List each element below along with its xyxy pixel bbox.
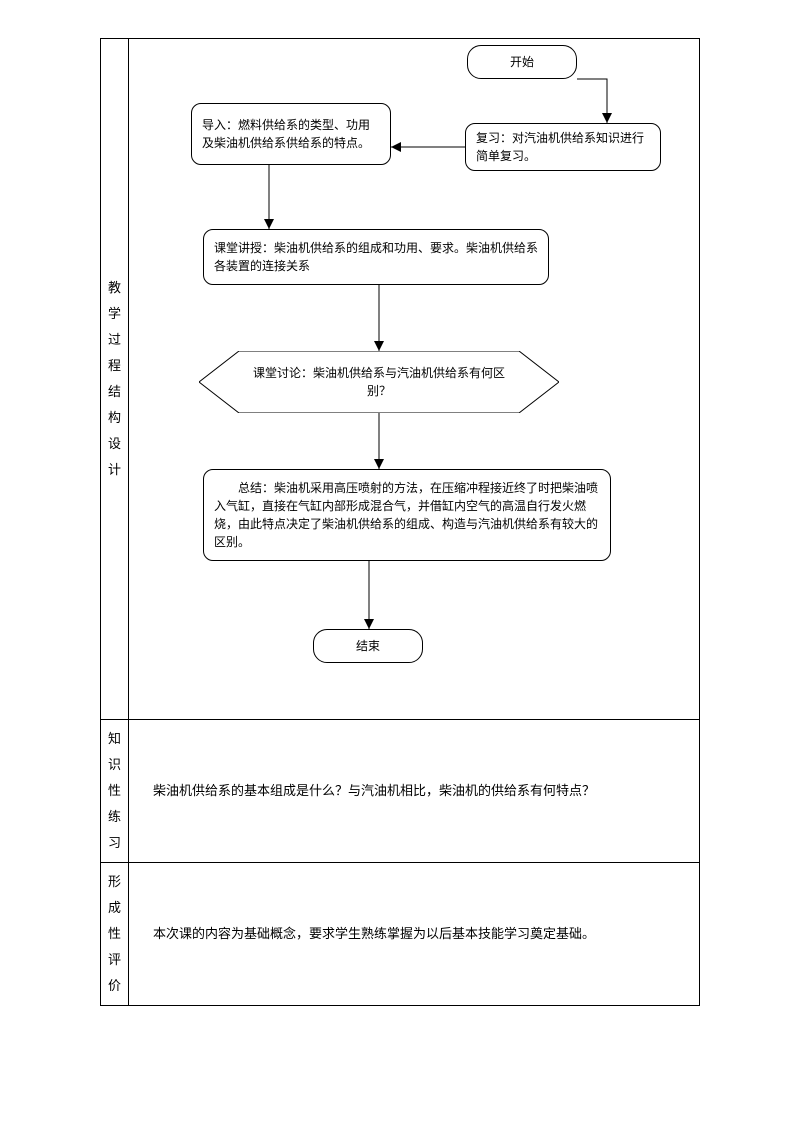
flow-node-text: 开始 [510,53,534,71]
flow-node-start: 开始 [467,45,577,79]
flowchart-cell: 开始复习：对汽油机供给系知识进行简单复习。 导入：燃料供给系的类型、功用及柴油机供… [129,39,700,720]
flow-node-review: 复习：对汽油机供给系知识进行简单复习。 [465,123,661,171]
flow-node-text: 课堂讨论：柴油机供给系与汽油机供给系有何区别？ [199,351,559,413]
lesson-plan-table: 教 学 过 程 结 构 设 计 开始复习：对汽油机供给系知识进行简单复习。 导入：… [100,38,700,1006]
evaluation-text: 本次课的内容为基础概念，要求学生熟练掌握为以后基本技能学习奠定基础。 [153,926,595,941]
row-label-text: 形 成 性 评 价 [108,874,121,993]
flow-node-end: 结束 [313,629,423,663]
flow-node-text: 结束 [356,637,380,655]
flow-node-text: 总结：柴油机采用高压喷射的方法，在压缩冲程接近终了时把柴油喷入气缸，直接在气缸内… [214,479,600,551]
evaluation-cell: 本次课的内容为基础概念，要求学生熟练掌握为以后基本技能学习奠定基础。 [129,863,700,1006]
exercise-cell: 柴油机供给系的基本组成是什么？与汽油机相比，柴油机的供给系有何特点？ [129,720,700,863]
row-label-text: 教 学 过 程 结 构 设 计 [108,280,121,477]
flow-node-decision: 课堂讨论：柴油机供给系与汽油机供给系有何区别？ [199,351,559,413]
flowchart-area: 开始复习：对汽油机供给系知识进行简单复习。 导入：燃料供给系的类型、功用及柴油机供… [129,39,699,719]
row-label-text: 知 识 性 练 习 [108,731,121,850]
row-label-exercise: 知 识 性 练 习 [101,720,129,863]
flow-node-summary: 总结：柴油机采用高压喷射的方法，在压缩冲程接近终了时把柴油喷入气缸，直接在气缸内… [203,469,611,561]
flow-node-text: 课堂讲授：柴油机供给系的组成和功用、要求。柴油机供给系各装置的连接关系 [214,239,538,275]
flow-node-lecture: 课堂讲授：柴油机供给系的组成和功用、要求。柴油机供给系各装置的连接关系 [203,229,549,285]
flow-node-intro: 导入：燃料供给系的类型、功用及柴油机供给系供给系的特点。 [191,103,391,165]
row-label-flowchart: 教 学 过 程 结 构 设 计 [101,39,129,720]
row-label-evaluation: 形 成 性 评 价 [101,863,129,1006]
exercise-text: 柴油机供给系的基本组成是什么？与汽油机相比，柴油机的供给系有何特点？ [153,783,595,798]
flow-node-text: 复习：对汽油机供给系知识进行简单复习。 [476,129,650,165]
flow-node-text: 导入：燃料供给系的类型、功用及柴油机供给系供给系的特点。 [202,116,380,152]
